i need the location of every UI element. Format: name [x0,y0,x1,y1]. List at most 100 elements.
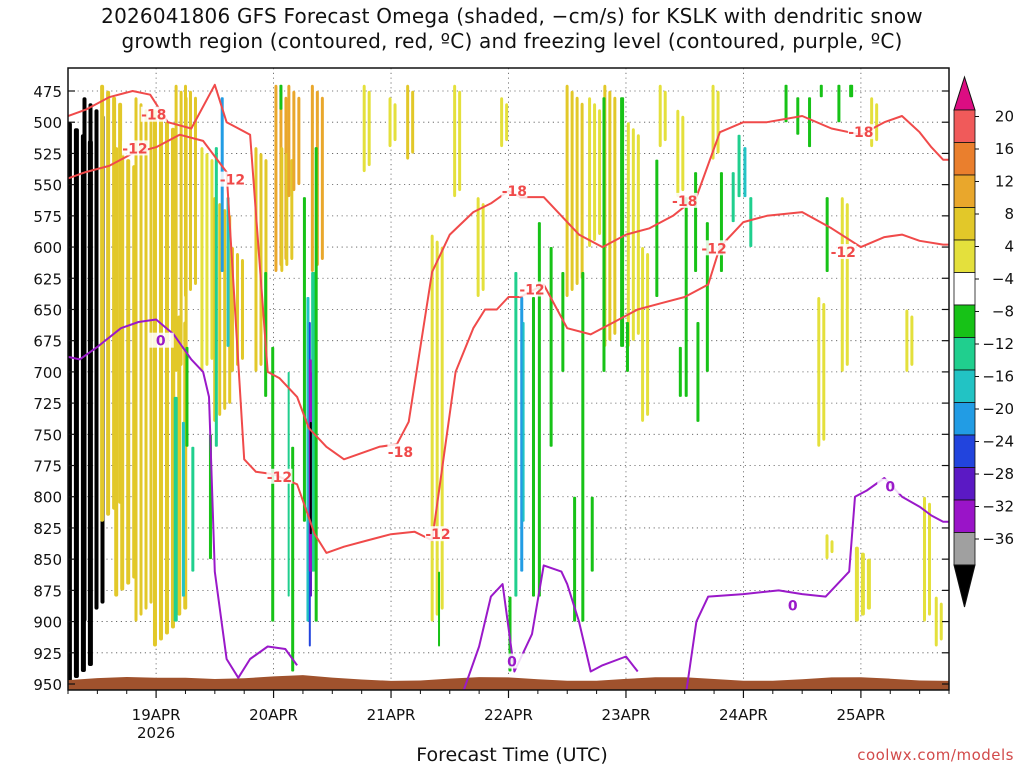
omega-cell [625,321,629,372]
omega-patch [476,197,480,297]
colorbar-swatch [953,402,976,436]
colorbar-swatch [953,337,976,371]
contour-label-bg [121,140,148,156]
omega-cell [291,446,295,672]
omega-patch [193,96,197,285]
x-tick-label: 25APR [836,706,885,724]
omega-cell [520,296,524,572]
colorbar-swatch [953,239,976,273]
contour-label-bg [266,468,293,484]
omega-patch [139,103,143,616]
omega-cell [743,147,747,198]
omega-patch [481,203,485,291]
omega-patch [144,109,148,610]
omega-patch [565,84,569,297]
colorbar-label: 16 [995,140,1014,158]
omega-patch [934,596,938,647]
omega-patch [218,203,222,416]
colorbar-label: −20 [982,400,1014,418]
omega-patch [158,115,163,641]
terrain-ground [68,675,949,690]
contour-label: -18 [672,194,697,210]
contour-label: 0 [885,480,895,496]
colorbar-top-arrow [953,75,976,111]
contour-label-bg [387,443,414,459]
omega-patch [500,97,504,148]
omega-patch [854,546,859,622]
omega-patch [287,84,291,198]
omega-patch [94,109,99,610]
contour-lines [68,83,949,690]
omega-patch [183,84,187,297]
omega-patch [845,203,849,366]
omega-cell [279,84,283,110]
omega-patch [830,540,834,554]
y-tick-label: 550 [33,177,62,195]
omega-cell [302,197,306,522]
omega-cell [696,321,700,422]
x-axis-label: Forecast Time (UTC) [416,744,608,766]
omega-patch [663,90,667,142]
x-tick-label: 22APR [484,706,533,724]
omega-cell [837,84,841,123]
omega-cell [694,172,698,273]
omega-cell [522,321,525,522]
omega-cell [731,172,735,223]
y-tick-label: 475 [33,83,62,101]
omega-patch [310,84,314,273]
x-tick-label: 19APR [132,706,181,724]
omega-patch [106,90,111,516]
omega-patch [613,96,617,335]
omega-patch [280,147,284,273]
omega-cell [678,346,682,397]
contour-label-bg [847,124,874,140]
omega-cell [214,147,218,447]
colorbar: 20 16 12 8 4 −4 −8 −12 −16 −20 −24 −28 −32 −36 [953,75,1014,608]
x-tick-label: 23APR [602,706,651,724]
omega-patch [636,134,640,335]
omega-cell [306,296,310,622]
omega-patch [82,97,87,622]
omega-patch [126,159,131,585]
omega-patch [73,128,79,679]
omega-core-max [309,421,312,535]
colorbar-label: −8 [992,303,1014,321]
omega-cell [573,496,577,622]
y-tick-label: 625 [33,270,62,288]
omega-cell [537,222,541,597]
omega-patch [608,90,612,341]
credit-link[interactable]: coolwx.com/models [857,746,1014,764]
y-tick-label: 675 [33,333,62,351]
colorbar-swatch [953,369,976,403]
colorbar-swatch [953,532,976,566]
omega-cell [314,147,318,622]
omega-cell [438,571,441,647]
omega-patch [825,534,829,560]
omega-patch [149,115,153,604]
omega-cell [181,421,185,597]
omega-patch [458,90,462,192]
omega-patch [367,90,371,167]
contour-label: -18 [141,108,166,124]
y-tick-label: 825 [33,520,62,538]
omega-patch [134,97,138,622]
contour-label: 0 [156,334,166,350]
omega-patch [711,84,715,160]
omega-patch [570,90,574,291]
omega-cell [825,197,829,273]
contour-line [68,318,949,690]
colorbar-label: −4 [992,270,1014,288]
contour-label-bg [671,192,698,208]
omega-patch [939,602,943,641]
y-tick-label: 725 [33,395,62,413]
omega-patch [866,558,871,610]
y-tick-label: 700 [33,364,62,382]
colorbar-label: 8 [1004,205,1014,223]
omega-patch [923,496,927,622]
colorbar-label: 12 [995,173,1014,191]
omega-patch [875,103,879,142]
omega-patch [259,153,263,366]
omega-patch [658,84,662,148]
contour-label: 0 [788,598,798,614]
omega-patch [114,147,119,597]
